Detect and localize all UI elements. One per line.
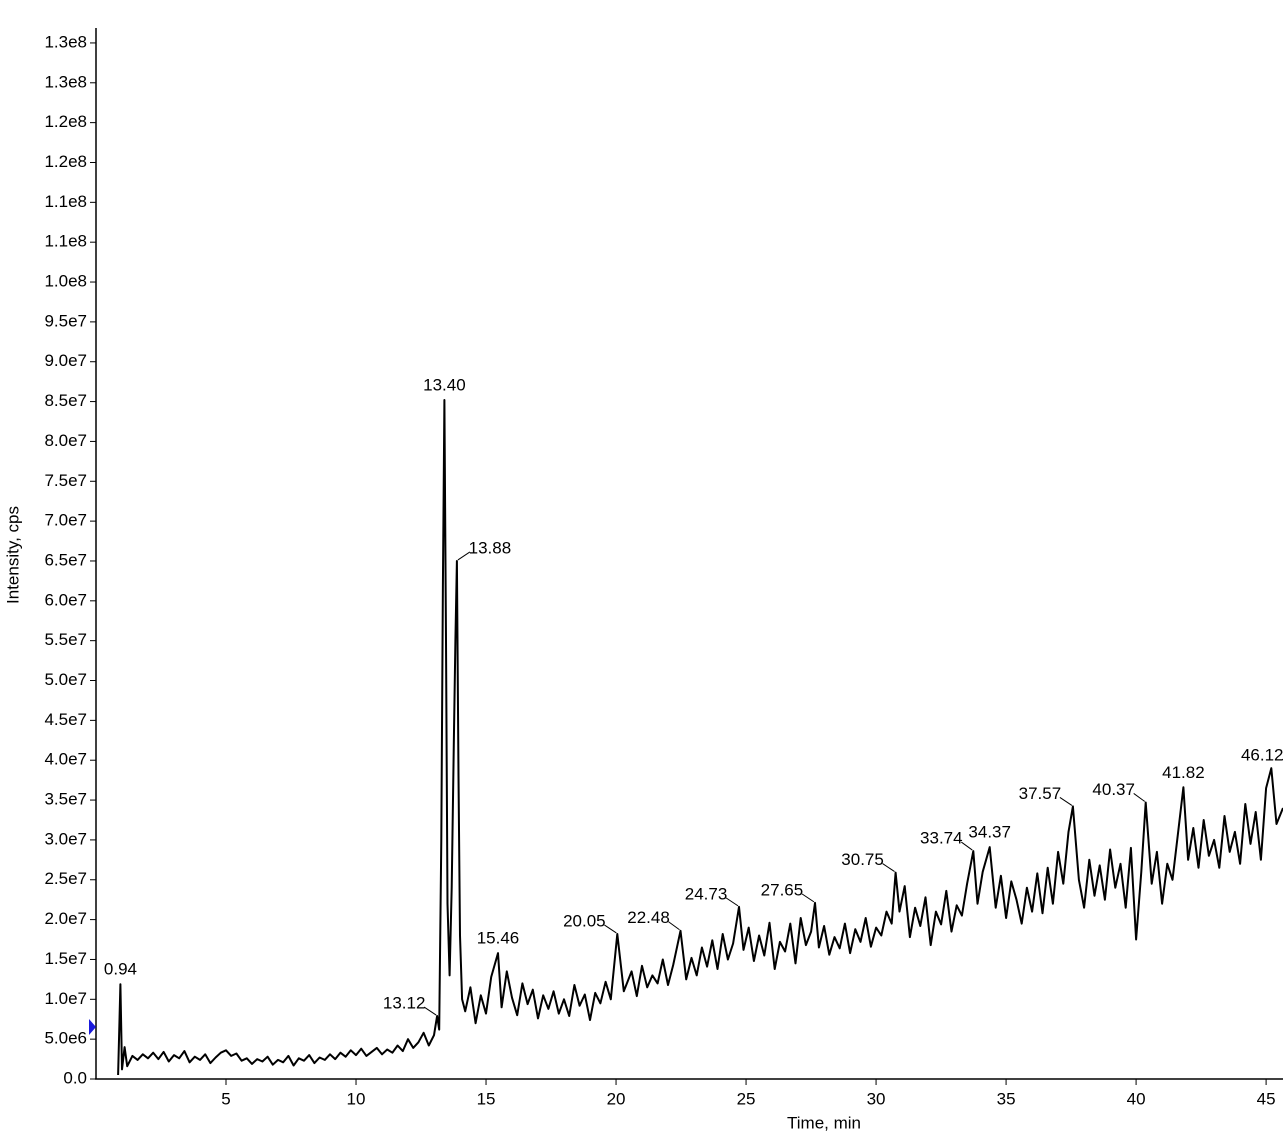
y-tick-label: 5.0e6 [44,1029,87,1048]
y-tick-label: 1.3e8 [44,32,87,51]
y-tick-label: 8.0e7 [44,431,87,450]
leader-line [457,551,471,561]
peak-label: 0.94 [104,960,137,979]
leader-line [801,893,815,903]
x-tick-label: 30 [867,1089,886,1108]
peak-label: 30.75 [841,850,884,869]
leader-line [725,897,739,907]
y-tick-label: 1.5e7 [44,949,87,968]
peak-label: 40.37 [1092,780,1135,799]
y-tick-label: 1.1e8 [44,192,87,211]
leader-line [882,863,895,873]
y-tick-label: 1.2e8 [44,152,87,171]
y-tick-label: 1.0e7 [44,989,87,1008]
peak-label: 27.65 [761,880,804,899]
peak-label: 34.37 [968,823,1011,842]
x-tick-label: 15 [477,1089,496,1108]
leader-line [1059,797,1073,806]
y-tick-label: 1.1e8 [44,232,87,251]
y-tick-label: 3.0e7 [44,829,87,848]
trace [117,399,1283,1076]
x-tick-label: 5 [221,1089,230,1108]
peak-label: 33.74 [920,829,963,848]
peak-label: 41.82 [1162,763,1205,782]
y-tick-label: 6.0e7 [44,590,87,609]
y-tick-label: 7.5e7 [44,471,87,490]
x-tick-label: 40 [1127,1089,1146,1108]
peak-label: 46.12 [1241,746,1283,765]
y-tick-label: 5.0e7 [44,670,87,689]
leader-line [423,1006,437,1016]
y-tick-label: 4.5e7 [44,710,87,729]
x-tick-label: 45 [1257,1089,1276,1108]
leader-line [604,924,617,934]
peak-label: 13.40 [423,375,466,394]
peak-label: 24.73 [685,884,728,903]
peak-label: 22.48 [627,908,670,927]
plot-area [117,399,1283,1076]
y-tick-label: 5.5e7 [44,630,87,649]
peak-label: 15.46 [477,929,520,948]
leader-line [961,841,973,851]
y-tick-label: 2.5e7 [44,869,87,888]
x-tick-label: 20 [607,1089,626,1108]
x-tick-label: 10 [347,1089,366,1108]
y-tick-label: 1.3e8 [44,72,87,91]
y-tick-label: 9.0e7 [44,351,87,370]
peak-label: 13.88 [469,538,512,557]
threshold-marker [89,1019,96,1035]
x-tick-label: 25 [737,1089,756,1108]
y-tick-label: 2.0e7 [44,909,87,928]
x-tick-label: 35 [997,1089,1016,1108]
y-tick-label: 7.0e7 [44,511,87,530]
y-tick-label: 1.2e8 [44,112,87,131]
peak-label: 13.12 [383,994,426,1013]
leader-line [668,921,680,931]
y-tick-label: 9.5e7 [44,311,87,330]
leader-line [1133,793,1146,802]
y-tick-label: 3.5e7 [44,790,87,809]
y-tick-label: 8.5e7 [44,391,87,410]
x-axis-label: Time, min [787,1113,861,1132]
peak-label: 37.57 [1019,784,1062,803]
y-tick-label: 6.5e7 [44,550,87,569]
y-tick-label: 1.0e8 [44,272,87,291]
y-tick-label: 0.0 [63,1068,87,1087]
y-tick-label: 4.0e7 [44,750,87,769]
peak-label: 20.05 [563,911,606,930]
y-axis-label: Intensity, cps [3,506,22,604]
